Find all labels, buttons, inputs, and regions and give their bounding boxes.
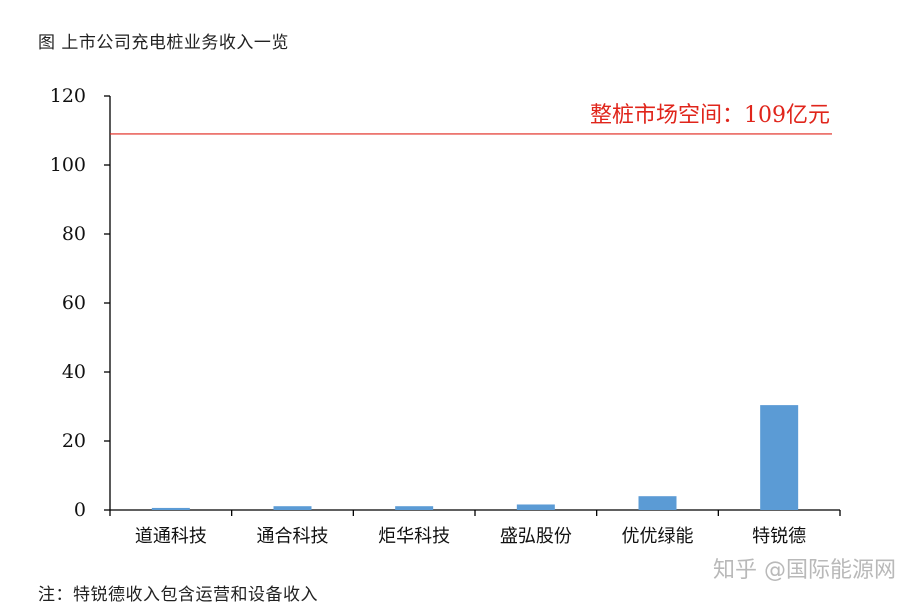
x-category-label: 道通科技	[135, 526, 207, 547]
bar-6	[760, 405, 799, 510]
footnote: 注：特锐德收入包含运营和设备收入	[38, 585, 318, 605]
figure-title: 图 上市公司充电桩业务收入一览	[38, 33, 289, 53]
bar-1	[151, 507, 190, 510]
y-tick-label: 120	[50, 85, 86, 107]
reference-line-label: 整桩市场空间：109亿元	[590, 103, 830, 128]
bars	[151, 405, 799, 510]
bar-5	[638, 496, 677, 510]
x-category-label: 炬华科技	[378, 526, 450, 547]
bar-2	[273, 506, 312, 510]
reference-line-group: 整桩市场空间：109亿元	[110, 103, 832, 135]
x-category-label: 通合科技	[257, 526, 329, 547]
y-axis: 0 20 40 60 80 100 120	[50, 85, 111, 521]
x-category-label: 特锐德	[752, 526, 806, 547]
y-tick-label: 80	[62, 223, 86, 245]
y-tick-label: 40	[62, 361, 86, 383]
watermark: 知乎 @国际能源网	[713, 558, 896, 583]
y-tick-label: 20	[62, 430, 86, 452]
y-tick-label: 60	[62, 292, 86, 314]
x-category-label: 盛弘股份	[500, 526, 572, 547]
bar-4	[516, 504, 555, 510]
x-axis: 道通科技 通合科技 炬华科技 盛弘股份 优优绿能 特锐德	[109, 509, 841, 547]
y-tick-label: 0	[74, 499, 86, 521]
y-tick-label: 100	[50, 154, 86, 176]
x-category-label: 优优绿能	[622, 526, 694, 547]
bar-3	[395, 506, 434, 510]
